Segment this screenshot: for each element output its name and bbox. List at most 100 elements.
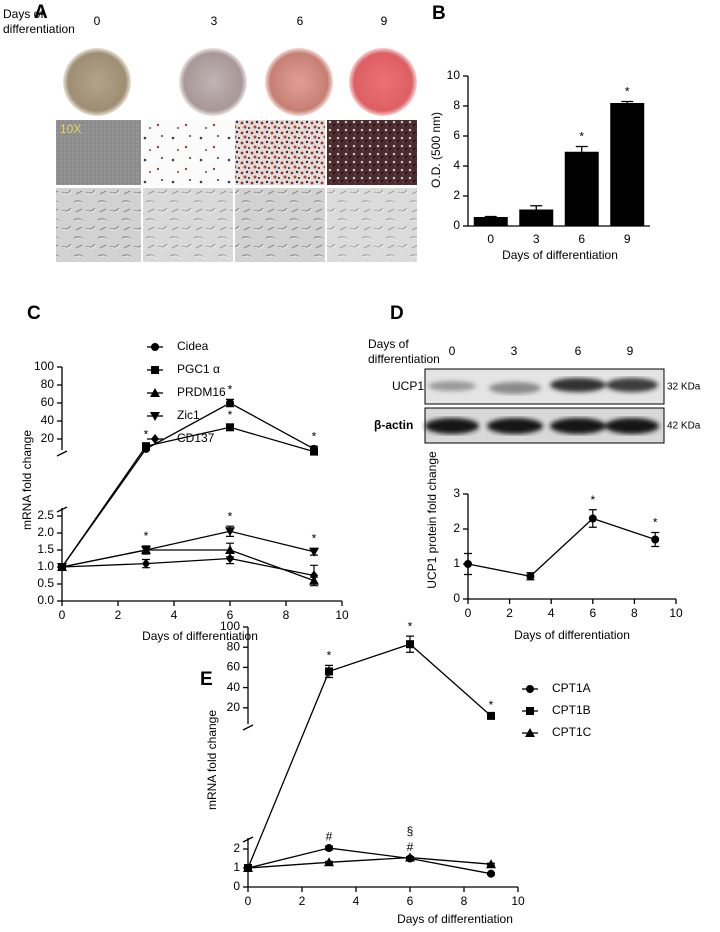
- y-tick-label: 80: [41, 377, 55, 391]
- x-tick-label: 6: [227, 608, 234, 622]
- lane-label: 9: [627, 344, 634, 358]
- magnification: 10X: [60, 122, 81, 136]
- axis-label: Days of: [3, 7, 44, 21]
- annotation: *: [312, 429, 317, 443]
- point: [406, 640, 414, 649]
- annotation: #: [407, 840, 414, 854]
- legend-marker: [526, 685, 534, 693]
- x-tick-label: 3: [533, 232, 540, 246]
- day-label: 0: [94, 14, 101, 28]
- y-tick-label: 60: [227, 660, 241, 674]
- x-tick-label: 8: [461, 894, 468, 908]
- point: [243, 863, 253, 872]
- point: [464, 560, 472, 568]
- x-axis-label: Days of differentiation: [514, 628, 630, 642]
- dish: [349, 48, 417, 116]
- y-tick-label: 20: [227, 700, 241, 714]
- point: [58, 562, 66, 572]
- annotation: *: [228, 383, 233, 397]
- y-tick-label: 1.5: [37, 542, 54, 556]
- panel-label: D: [390, 303, 404, 324]
- micrograph: [56, 120, 141, 185]
- annotation: *: [144, 428, 149, 442]
- micrograph: [327, 188, 417, 262]
- legend-label: CD137: [177, 431, 215, 445]
- y-tick-label: 6: [453, 128, 460, 142]
- y-tick-label: 2: [453, 188, 460, 202]
- legend-marker: [151, 366, 159, 374]
- bands: [425, 418, 659, 434]
- y-tick-label: 40: [41, 413, 55, 427]
- x-tick-label: 4: [353, 894, 360, 908]
- panel-label: B: [432, 3, 446, 24]
- y-tick-label: 1: [233, 860, 240, 874]
- point: [310, 447, 318, 456]
- day-label: 9: [381, 14, 388, 28]
- micrograph: [235, 188, 325, 262]
- point: [226, 553, 234, 564]
- point: [309, 547, 319, 557]
- y-tick-label: 20: [41, 431, 55, 445]
- panel-label: C: [27, 303, 41, 324]
- y-tick-label: 2: [453, 521, 460, 535]
- axis-break: [242, 724, 254, 731]
- bar: [564, 151, 599, 226]
- dish: [63, 48, 131, 116]
- size-label: 32 KDa: [667, 382, 701, 393]
- legend-label: PRDM16: [177, 385, 226, 399]
- x-tick-label: 0: [465, 606, 472, 620]
- y-tick-label: 2.0: [37, 525, 54, 539]
- x-tick-label: 10: [335, 608, 349, 622]
- point: [141, 546, 151, 555]
- y-tick-label: 1.0: [37, 559, 54, 573]
- y-tick-label: 80: [227, 639, 241, 653]
- axis-label: differentiation: [3, 22, 75, 36]
- series-line: [247, 856, 492, 869]
- legend-marker: [151, 434, 159, 444]
- series-line: [247, 643, 492, 869]
- y-tick-label: 3: [453, 486, 460, 500]
- dish: [179, 48, 247, 116]
- annotation: *: [228, 408, 233, 422]
- y-axis-label: O.D. (500 nm): [429, 112, 443, 188]
- lane-label: 0: [449, 344, 456, 358]
- y-tick-label: 1: [453, 556, 460, 570]
- legend-label: CPT1B: [552, 703, 591, 717]
- band: [489, 382, 541, 394]
- x-tick-label: 10: [669, 606, 683, 620]
- y-axis-label: UCP1 protein fold change: [425, 451, 439, 589]
- micrograph: [143, 188, 233, 262]
- panel-label: E: [200, 669, 213, 690]
- bar: [473, 217, 508, 226]
- point: [325, 844, 333, 853]
- point: [142, 558, 150, 569]
- lane-label: 3: [511, 344, 518, 358]
- x-tick-label: 10: [511, 894, 525, 908]
- point: [651, 535, 660, 544]
- x-axis-label: Days of differentiation: [397, 912, 513, 926]
- error-bar: [575, 145, 588, 152]
- x-tick-label: 8: [283, 608, 290, 622]
- x-tick-label: 0: [487, 232, 494, 246]
- y-tick-label: 4: [453, 158, 460, 172]
- series-line: [61, 402, 315, 568]
- point: [226, 423, 234, 432]
- y-tick-label: 0: [453, 218, 460, 232]
- bar: [610, 103, 645, 226]
- series-line: [467, 517, 656, 577]
- annotation: *: [653, 516, 658, 530]
- legend-label: CPT1A: [552, 681, 591, 695]
- annotation: *: [489, 698, 494, 712]
- annotation: *: [625, 85, 630, 99]
- x-tick-label: 0: [59, 608, 66, 622]
- error-bar: [530, 205, 543, 210]
- y-tick-label: 100: [220, 619, 240, 633]
- band: [428, 381, 476, 391]
- x-tick-label: 2: [506, 606, 513, 620]
- point: [405, 852, 415, 862]
- point: [142, 442, 150, 451]
- y-tick-label: 100: [34, 359, 54, 373]
- band: [550, 418, 606, 434]
- series-line: [61, 426, 315, 568]
